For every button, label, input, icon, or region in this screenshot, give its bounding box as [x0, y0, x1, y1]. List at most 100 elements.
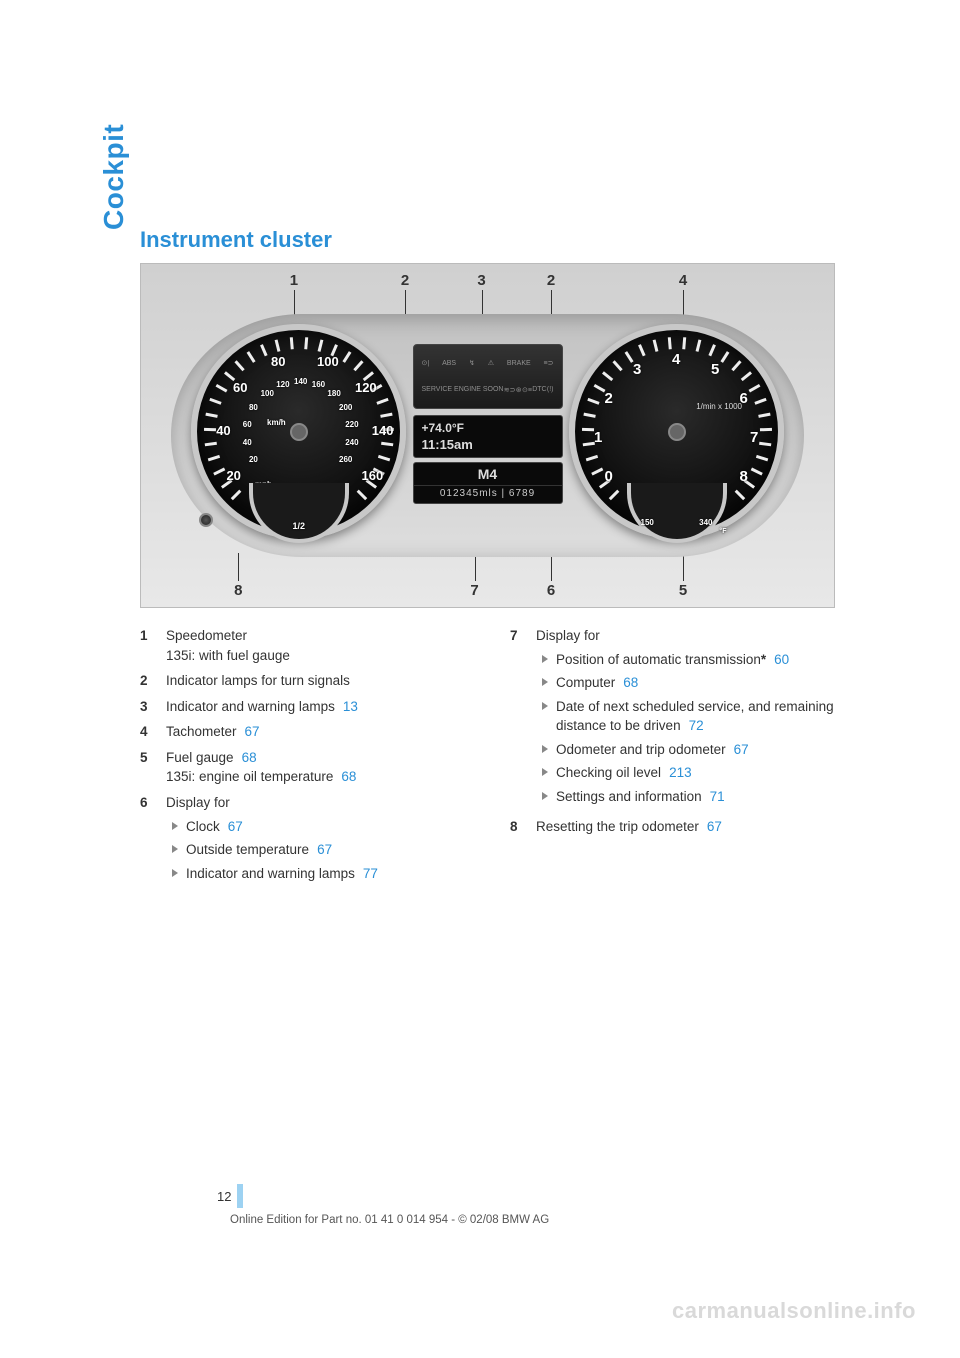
dial-tick: [380, 412, 392, 417]
triangle-bullet-icon: [542, 655, 548, 663]
callout-leader: [683, 553, 684, 581]
speedo-mph-num: 120: [355, 380, 377, 395]
page-ref-link[interactable]: 68: [623, 675, 638, 690]
legend-item-text: Speedometer: [166, 626, 470, 646]
footer-edition-line: Online Edition for Part no. 01 41 0 014 …: [230, 1214, 840, 1226]
legend-item-text: Resetting the trip odometer67: [536, 817, 840, 837]
legend-item-text: Indicator and warning lamps13: [166, 697, 470, 717]
speedo-kmh-num: 160: [312, 380, 325, 389]
tach-num: 7: [750, 429, 758, 446]
speedo-kmh-num: 120: [276, 380, 289, 389]
callout-number-top: 4: [676, 272, 690, 289]
legend-item-text: Display for: [536, 626, 840, 646]
page-ref-link[interactable]: 67: [734, 742, 749, 757]
speedo-mph-num: 140: [372, 423, 394, 438]
page-ref-link[interactable]: 71: [710, 789, 725, 804]
speedo-kmh-num: 100: [261, 389, 274, 398]
page-ref-link[interactable]: 67: [707, 819, 722, 834]
dial-tick: [274, 339, 280, 351]
dial-tick: [638, 344, 645, 356]
dial-tick: [246, 351, 255, 363]
legend-item-body: Resetting the trip odometer67: [536, 817, 840, 837]
dial-tick: [260, 344, 267, 356]
dial-tick: [759, 427, 771, 430]
dial-tick: [754, 397, 766, 404]
page-ref-link[interactable]: 68: [242, 750, 257, 765]
triangle-bullet-icon: [542, 768, 548, 776]
page-number-bar: [237, 1184, 243, 1208]
dial-tick: [209, 397, 221, 404]
legend-subitem-text: Position of automatic transmission*60: [556, 650, 789, 670]
callout-leader: [238, 553, 239, 581]
legend-subitem-text: Computer68: [556, 673, 638, 693]
dial-tick: [289, 337, 293, 349]
trip-reset-button: [199, 513, 213, 527]
side-tab-cockpit: Cockpit: [98, 124, 130, 230]
fuel-gauge-sub: 1/2: [249, 483, 349, 543]
legend-item: 3Indicator and warning lamps13: [140, 697, 470, 717]
legend-item: 2Indicator lamps for turn signals: [140, 671, 470, 691]
legend-subitem: Position of automatic transmission*60: [536, 650, 840, 670]
dial-tick: [582, 441, 594, 446]
cluster-binnacle: 20406080100120140160 2040608010012014016…: [171, 314, 804, 557]
dial-tick: [591, 467, 603, 475]
dial-tick: [608, 489, 619, 500]
speedo-unit-kmh: km/h: [267, 418, 286, 427]
speedo-mph-num: 20: [226, 468, 240, 483]
tach-label: 1/min x 1000: [696, 402, 742, 411]
watermark: carmanualsonline.info: [672, 1298, 916, 1324]
page-ref-link[interactable]: 72: [689, 718, 704, 733]
legend-subitem-text: Date of next scheduled service, and rema…: [556, 697, 840, 736]
page-ref-link[interactable]: 67: [228, 819, 243, 834]
gear-indicator: M4: [414, 463, 562, 485]
speedo-mph-num: 60: [233, 380, 247, 395]
triangle-bullet-icon: [172, 822, 178, 830]
callout-number-top: 2: [398, 272, 412, 289]
triangle-bullet-icon: [172, 845, 178, 853]
legend-item-number: 5: [140, 748, 166, 787]
dial-tick: [207, 454, 219, 460]
page-ref-link[interactable]: 77: [363, 866, 378, 881]
legend-subitems: Position of automatic transmission*60 Com…: [536, 650, 840, 807]
page-ref-link[interactable]: 67: [245, 724, 260, 739]
dial-tick: [362, 371, 373, 381]
legend-subitem-text: Outside temperature67: [186, 840, 332, 860]
legend-subitem-text: Odometer and trip odometer67: [556, 740, 749, 760]
speedo-kmh-num: 40: [243, 438, 252, 447]
page-ref-link[interactable]: 60: [774, 652, 789, 667]
dial-tick: [356, 489, 367, 500]
legend-subitem: Computer68: [536, 673, 840, 693]
legend-subitems: Clock67Outside temperature67Indicator an…: [166, 817, 470, 884]
legend-subitem: Odometer and trip odometer67: [536, 740, 840, 760]
dial-tick: [612, 360, 622, 371]
dial-tick: [317, 339, 323, 351]
page-ref-link[interactable]: 13: [343, 699, 358, 714]
warning-lamp-icon: (!): [547, 386, 554, 393]
speedo-needle-hub: [290, 423, 308, 441]
triangle-bullet-icon: [542, 745, 548, 753]
legend-item-number: 6: [140, 793, 166, 887]
legend-item-number: 7: [510, 626, 536, 811]
legend-item: 7Display for Position of automatic transm…: [510, 626, 840, 811]
tach-num: 3: [633, 361, 641, 378]
legend-item-body: Indicator and warning lamps13: [166, 697, 470, 717]
legend-item-body: Display for Position of automatic transmi…: [536, 626, 840, 811]
content-area: Instrument cluster 12324 8765 2040608010…: [140, 227, 840, 893]
dial-tick: [624, 351, 633, 363]
warning-lamp-icon: BRAKE: [507, 360, 531, 367]
page-ref-link[interactable]: 68: [341, 769, 356, 784]
dial-tick: [381, 441, 393, 446]
legend-columns: 1Speedometer135i: with fuel gauge2Indica…: [140, 626, 840, 893]
dial-tick: [602, 371, 613, 381]
legend-subitem: Outside temperature67: [166, 840, 470, 860]
gear-odometer-box: M4 012345mls | 6789: [413, 462, 563, 504]
page-ref-link[interactable]: 67: [317, 842, 332, 857]
center-display-stack: ⊙|ABS↯⚠BRAKE≡⊃SERVICE ENGINE SOON≋⊃⊛⊙≡DT…: [413, 344, 563, 504]
page-ref-link[interactable]: 213: [669, 765, 692, 780]
clock-readout: 11:15am: [422, 437, 473, 452]
legend-item: 6Display forClock67Outside temperature67…: [140, 793, 470, 887]
dial-tick: [377, 454, 389, 460]
legend-subitem-text: Settings and information71: [556, 787, 725, 807]
oil-temp-sub: 150 340 °F: [627, 483, 727, 543]
dial-tick: [740, 371, 751, 381]
